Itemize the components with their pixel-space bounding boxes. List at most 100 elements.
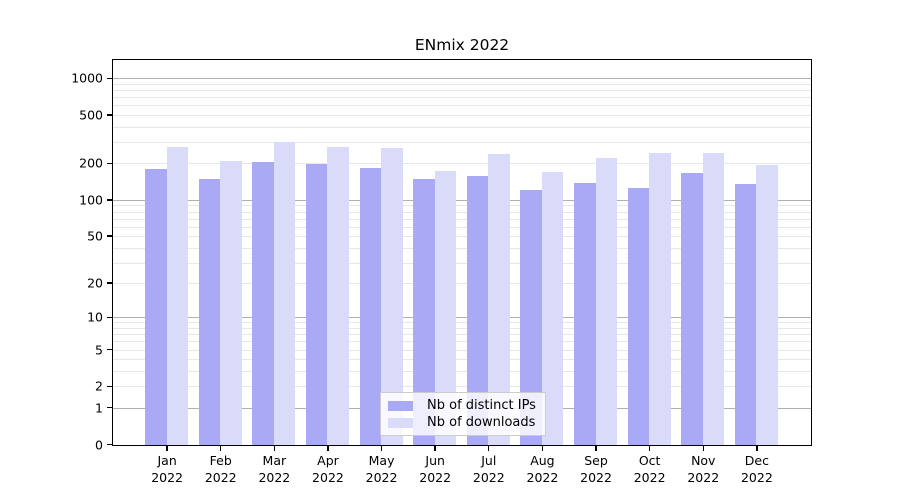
x-tick-year: 2022 — [472, 470, 505, 485]
gridline-minor — [113, 349, 811, 351]
bar-dec-distinct-ips — [734, 183, 757, 445]
bar-jun-downloads — [434, 170, 457, 445]
bar-jul-distinct-ips — [466, 176, 489, 445]
x-tick-label-jan: Jan 2022 — [151, 452, 183, 486]
gridline-minor — [113, 105, 811, 107]
x-tick-mark — [327, 446, 329, 451]
x-tick-label-dec: Dec 2022 — [741, 452, 773, 486]
bar-sep-downloads — [595, 157, 618, 445]
legend-label-distinct-ips: Nb of distinct IPs — [427, 397, 536, 413]
y-tick-label: 2 — [95, 378, 103, 394]
bar-feb-distinct-ips — [198, 179, 221, 445]
gridline-major — [113, 78, 811, 80]
x-tick-mark — [166, 446, 168, 451]
x-tick-label-sep: Sep 2022 — [580, 452, 612, 486]
y-tick-mark — [107, 114, 112, 116]
y-tick-label: 20 — [87, 275, 103, 291]
x-tick-month: Sep — [584, 453, 608, 468]
x-tick-month: Mar — [262, 453, 287, 468]
x-tick-mark — [702, 446, 704, 451]
x-tick-mark — [595, 446, 597, 451]
gridline-major — [113, 317, 811, 319]
x-tick-mark — [488, 446, 490, 451]
bar-jun-distinct-ips — [413, 178, 435, 445]
x-tick-year: 2022 — [151, 470, 184, 485]
bar-jul-downloads — [488, 153, 510, 445]
y-tick-label: 100 — [79, 192, 103, 208]
x-tick-year: 2022 — [633, 470, 666, 485]
x-tick-month: Apr — [317, 453, 339, 468]
y-tick-label: 1000 — [71, 70, 103, 86]
x-tick-year: 2022 — [365, 470, 398, 485]
x-tick-month: Feb — [209, 453, 232, 468]
y-tick-label: 1 — [95, 400, 103, 416]
gridline-minor — [113, 205, 811, 207]
x-tick-mark — [541, 446, 544, 451]
chart-title: ENmix 2022 — [414, 36, 510, 54]
x-tick-label-nov: Nov 2022 — [687, 452, 719, 486]
gridline-minor — [113, 371, 811, 373]
bar-aug-distinct-ips — [520, 189, 542, 445]
bar-mar-downloads — [273, 141, 296, 445]
plot-area: Nb of distinct IPs Nb of downloads — [112, 59, 812, 446]
gridline-minor — [113, 322, 811, 324]
legend-label-downloads: Nb of downloads — [427, 414, 536, 430]
bar-may-distinct-ips — [359, 168, 382, 445]
x-tick-label-apr: Apr 2022 — [312, 452, 344, 486]
gridline-minor — [113, 341, 811, 343]
y-tick-label: 5 — [95, 342, 103, 358]
y-tick-mark — [107, 348, 112, 351]
x-tick-month: Jan — [157, 453, 177, 468]
x-tick-month: Oct — [638, 453, 661, 468]
x-tick-mark — [273, 446, 276, 451]
gridline-minor — [113, 90, 811, 92]
gridline-minor — [113, 283, 811, 285]
y-tick-mark — [107, 385, 112, 387]
gridline-minor — [113, 359, 811, 361]
bar-feb-downloads — [220, 161, 242, 445]
x-tick-month: Jul — [481, 453, 497, 468]
x-tick-year: 2022 — [258, 470, 291, 485]
x-tick-label-may: May 2022 — [366, 452, 398, 486]
y-tick-mark — [107, 407, 112, 409]
y-tick-label: 50 — [87, 228, 103, 244]
x-tick-month: Dec — [744, 453, 769, 468]
x-tick-mark — [380, 446, 383, 451]
bar-jan-downloads — [166, 147, 189, 445]
bar-jan-distinct-ips — [145, 168, 167, 445]
x-tick-year: 2022 — [740, 470, 773, 485]
gridline-minor — [113, 126, 811, 128]
gridline-minor — [113, 328, 811, 330]
x-tick-month: May — [368, 453, 395, 468]
x-tick-mark — [756, 446, 758, 451]
x-tick-month: Jun — [425, 453, 445, 468]
x-tick-year: 2022 — [204, 470, 237, 485]
y-tick-mark — [107, 199, 112, 201]
x-tick-mark — [220, 446, 222, 451]
x-tick-label-feb: Feb 2022 — [205, 452, 237, 486]
gridline-minor — [113, 247, 811, 249]
legend-item-distinct-ips: Nb of distinct IPs — [388, 398, 537, 414]
y-tick-mark — [107, 77, 112, 79]
gridline-minor — [113, 163, 811, 165]
gridline-minor — [113, 226, 811, 228]
bar-dec-downloads — [756, 164, 778, 445]
x-tick-year: 2022 — [687, 470, 720, 485]
y-tick-label: 200 — [79, 155, 103, 171]
x-tick-label-jul: Jul 2022 — [473, 452, 505, 486]
x-tick-year: 2022 — [312, 470, 344, 485]
legend-swatch-distinct-ips-icon — [388, 400, 413, 411]
gridline-minor — [113, 334, 811, 336]
bar-apr-distinct-ips — [305, 163, 328, 445]
y-tick-mark — [107, 235, 112, 237]
y-tick-mark — [107, 162, 112, 165]
gridline-minor — [113, 386, 811, 388]
gridline-minor — [113, 218, 811, 220]
bar-sep-distinct-ips — [574, 183, 596, 445]
x-tick-label-jun: Jun 2022 — [419, 452, 451, 486]
x-tick-month: Aug — [530, 453, 555, 468]
x-tick-year: 2022 — [580, 470, 612, 485]
x-tick-label-mar: Mar 2022 — [258, 452, 290, 486]
bar-aug-downloads — [541, 172, 564, 445]
y-tick-mark — [107, 282, 112, 284]
